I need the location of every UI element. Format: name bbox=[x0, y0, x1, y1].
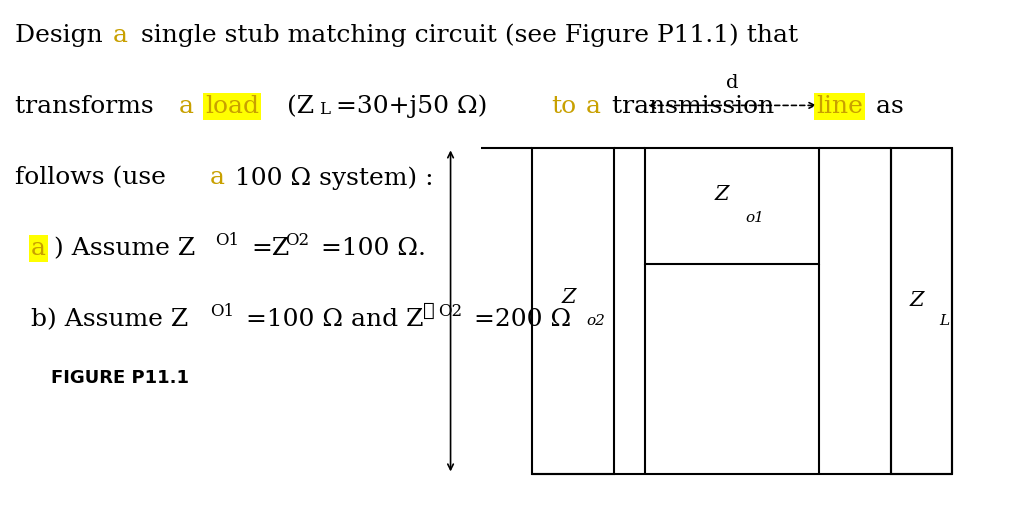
Text: line: line bbox=[816, 95, 863, 118]
Text: follows (use: follows (use bbox=[15, 166, 174, 189]
Text: Design: Design bbox=[15, 24, 112, 47]
Text: load: load bbox=[205, 95, 259, 118]
Text: =200 Ω: =200 Ω bbox=[474, 308, 571, 331]
Text: o2: o2 bbox=[587, 314, 605, 328]
Text: =100 Ω.: =100 Ω. bbox=[321, 237, 426, 260]
Text: as: as bbox=[868, 95, 904, 118]
Text: a: a bbox=[113, 24, 128, 47]
Text: O1: O1 bbox=[215, 232, 240, 249]
Text: d: d bbox=[726, 74, 738, 92]
Text: O2: O2 bbox=[285, 232, 309, 249]
Text: b) Assume Z: b) Assume Z bbox=[31, 308, 188, 331]
Text: =30+j50 Ω): =30+j50 Ω) bbox=[336, 95, 496, 119]
Bar bbox=[645, 148, 819, 264]
Text: FIGURE P11.1: FIGURE P11.1 bbox=[51, 369, 189, 387]
Text: transforms: transforms bbox=[15, 95, 162, 118]
Bar bbox=[532, 148, 614, 474]
Text: transmission: transmission bbox=[604, 95, 782, 118]
Text: =100 Ω and Z: =100 Ω and Z bbox=[246, 308, 423, 331]
Text: o1: o1 bbox=[745, 211, 764, 225]
Bar bbox=[891, 148, 952, 474]
Text: to: to bbox=[551, 95, 577, 118]
Text: L: L bbox=[319, 101, 331, 118]
Text: (Z: (Z bbox=[279, 95, 313, 118]
Text: Z: Z bbox=[715, 186, 729, 204]
Text: ℓ: ℓ bbox=[424, 302, 435, 320]
Text: a: a bbox=[578, 95, 600, 118]
Text: L: L bbox=[939, 314, 949, 328]
Text: single stub matching circuit (see Figure P11.1) that: single stub matching circuit (see Figure… bbox=[133, 24, 799, 47]
Text: a: a bbox=[210, 166, 225, 189]
Text: O2: O2 bbox=[438, 303, 463, 320]
Text: O1: O1 bbox=[210, 303, 234, 320]
Text: ) Assume Z: ) Assume Z bbox=[54, 237, 196, 260]
Text: 100 Ω system) :: 100 Ω system) : bbox=[227, 166, 434, 190]
Text: =Z: =Z bbox=[251, 237, 289, 260]
Text: Z: Z bbox=[561, 288, 575, 307]
Text: a: a bbox=[31, 237, 46, 260]
Text: a: a bbox=[179, 95, 195, 118]
Text: Z: Z bbox=[909, 291, 924, 310]
